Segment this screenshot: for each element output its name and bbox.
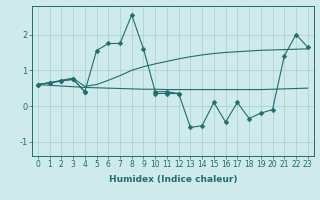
X-axis label: Humidex (Indice chaleur): Humidex (Indice chaleur): [108, 175, 237, 184]
